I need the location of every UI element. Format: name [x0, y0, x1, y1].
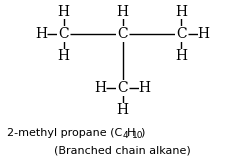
Text: H: H: [175, 5, 187, 18]
Text: H: H: [126, 128, 135, 138]
Text: (Branched chain alkane): (Branched chain alkane): [54, 146, 191, 156]
Text: 2-methyl propane (C: 2-methyl propane (C: [7, 128, 122, 138]
Text: H: H: [117, 5, 128, 18]
Text: H: H: [139, 81, 151, 95]
Text: H: H: [58, 49, 70, 63]
Text: ): ): [140, 128, 144, 138]
Text: C: C: [176, 27, 187, 41]
Text: H: H: [117, 103, 128, 117]
Text: 4: 4: [122, 131, 128, 140]
Text: H: H: [94, 81, 106, 95]
Text: H: H: [197, 27, 209, 41]
Text: C: C: [58, 27, 69, 41]
Text: H: H: [175, 49, 187, 63]
Text: 10: 10: [132, 131, 143, 140]
Text: C: C: [117, 81, 128, 95]
Text: H: H: [36, 27, 48, 41]
Text: C: C: [117, 27, 128, 41]
Text: H: H: [58, 5, 70, 18]
